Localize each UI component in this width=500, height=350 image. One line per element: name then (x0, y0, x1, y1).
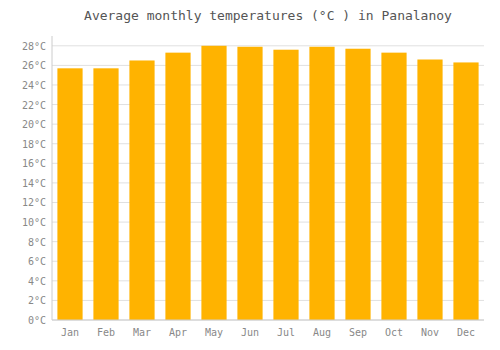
y-tick-label: 28°C (22, 41, 46, 52)
x-tick-label: Jan (61, 327, 79, 338)
x-tick-label: Aug (313, 327, 331, 338)
y-tick-label: 6°C (28, 256, 46, 267)
y-tick-label: 2°C (28, 295, 46, 306)
bar (165, 53, 190, 320)
bar (201, 46, 226, 320)
y-tick-label: 10°C (22, 217, 46, 228)
bar (57, 68, 82, 320)
bar (381, 53, 406, 320)
x-tick-label: Feb (97, 327, 115, 338)
title: Average monthly temperatures (°C ) in Pa… (84, 8, 452, 23)
y-tick-label: 26°C (22, 60, 46, 71)
x-tick-label: Apr (169, 327, 187, 338)
chart: Average monthly temperatures (°C ) in Pa… (0, 0, 500, 350)
x-tick-label: Jul (277, 327, 295, 338)
y-tick-label: 24°C (22, 80, 46, 91)
grid (52, 46, 484, 320)
x-tick-label: Oct (385, 327, 403, 338)
bar (417, 60, 442, 320)
y-tick-label: 18°C (22, 139, 46, 150)
x-tick-label: Sep (349, 327, 367, 338)
y-tick-label: 12°C (22, 197, 46, 208)
x-tick-label: Mar (133, 327, 151, 338)
x-tick-label: Nov (421, 327, 439, 338)
bar (345, 49, 370, 320)
grid-line (52, 45, 484, 46)
bar (93, 68, 118, 320)
y-axis-line (52, 36, 53, 320)
y-tick-label: 20°C (22, 119, 46, 130)
x-tick-label: May (205, 327, 223, 338)
grid-line (52, 320, 484, 321)
y-tick-label: 8°C (28, 237, 46, 248)
y-tick-label: 22°C (22, 100, 46, 111)
y-tick-label: 16°C (22, 158, 46, 169)
x-tick-label: Dec (457, 327, 475, 338)
bar (237, 47, 262, 320)
bar (309, 47, 334, 320)
bar (129, 60, 154, 320)
x-axis-line (52, 320, 484, 321)
x-tick-label: Jun (241, 327, 259, 338)
y-tick-label: 14°C (22, 178, 46, 189)
y-tick-label: 0°C (28, 315, 46, 326)
bars (57, 46, 478, 320)
bar (273, 50, 298, 320)
bar (453, 62, 478, 320)
y-tick-label: 4°C (28, 276, 46, 287)
